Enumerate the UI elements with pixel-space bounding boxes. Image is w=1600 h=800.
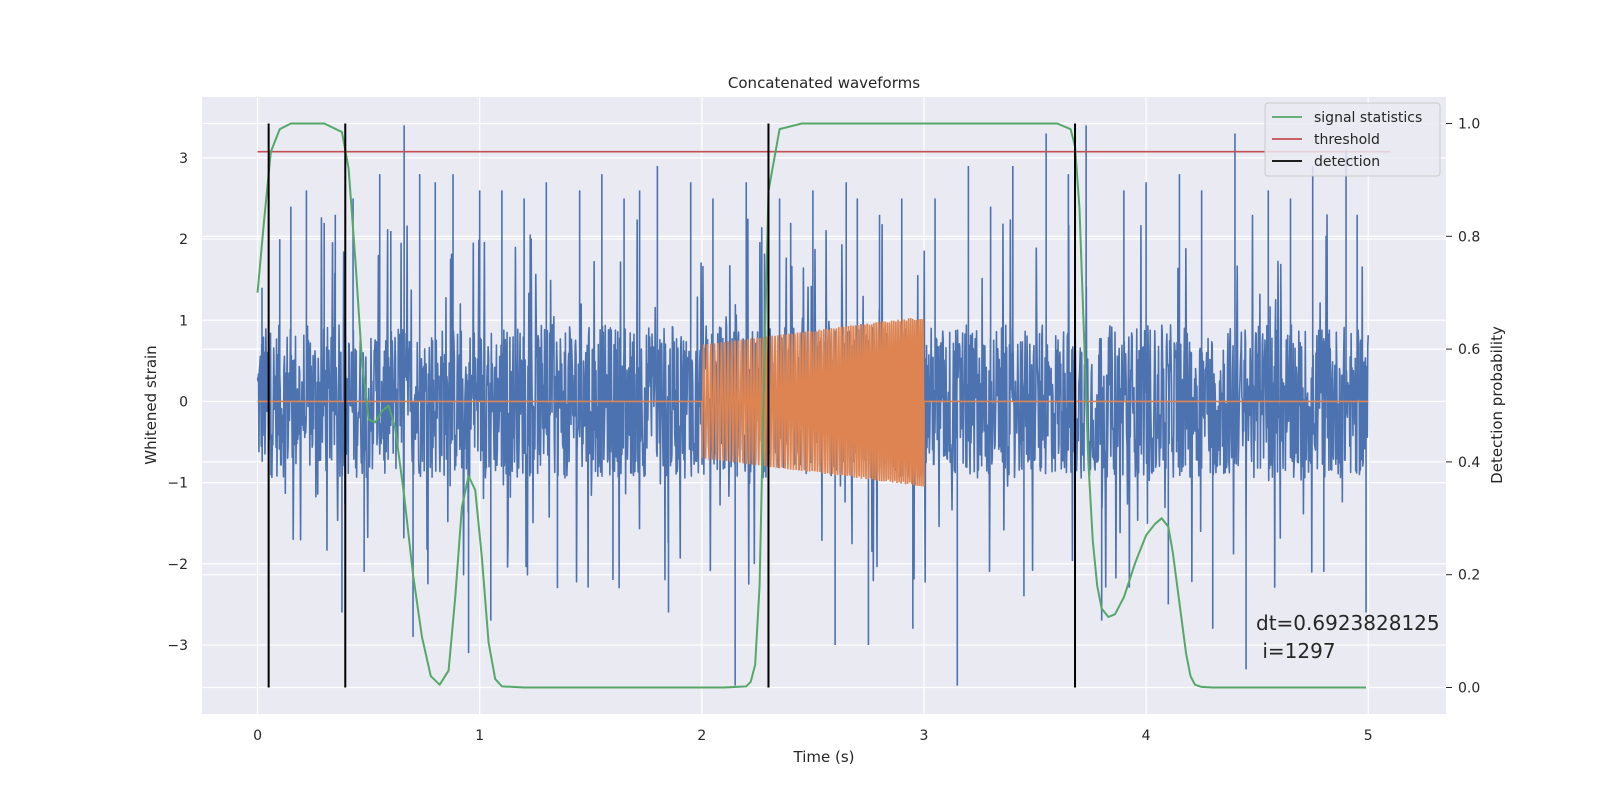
chart-title: Concatenated waveforms <box>728 74 920 92</box>
injected-waveform-line <box>257 318 1369 487</box>
legend: signal statistics threshold detection <box>1264 102 1441 177</box>
y-axis-label: Whitened strain <box>142 345 160 464</box>
y-right-tick-label: 1.0 <box>1458 117 1480 133</box>
y-right-axis-label: Detection probability <box>1488 326 1506 484</box>
x-tick-label: 5 <box>1364 728 1373 744</box>
y-right-tick-label: 0.0 <box>1458 680 1480 696</box>
y-right-tick-label: 0.8 <box>1458 229 1480 245</box>
x-tick-label: 1 <box>475 728 484 744</box>
annotation-index: i=1297 <box>1256 639 1336 663</box>
legend-label-threshold: threshold <box>1314 132 1380 148</box>
y-tick-label: 3 <box>179 151 188 167</box>
y-right-tick-label: 0.2 <box>1458 568 1480 584</box>
legend-label-detection: detection <box>1314 154 1380 170</box>
signal-statistics-line <box>256 122 1367 689</box>
y-tick-label: −1 <box>167 476 188 492</box>
legend-label-signal-statistics: signal statistics <box>1314 110 1422 126</box>
annotation-dt: dt=0.6923828125 <box>1256 611 1440 635</box>
y-tick-label: −2 <box>167 557 188 573</box>
y-tick-label: 2 <box>179 232 188 248</box>
y-tick-label: −3 <box>167 638 188 654</box>
y-right-tick-label: 0.6 <box>1458 342 1480 358</box>
y-tick-label: 0 <box>179 394 188 410</box>
x-tick-label: 3 <box>920 728 929 744</box>
x-tick-label: 4 <box>1142 728 1151 744</box>
y-tick-label: 1 <box>179 313 188 329</box>
series-layer <box>256 122 1391 689</box>
y-right-tick-label: 0.4 <box>1458 455 1480 471</box>
tick-labels: 0 1 2 3 4 5 3 2 1 0 −1 −2 −3 1.0 0.8 0.6 0.4 0.2 0.0 <box>167 117 1480 744</box>
x-axis-label: Time (s) <box>793 748 855 766</box>
x-tick-label: 0 <box>253 728 262 744</box>
x-tick-label: 2 <box>697 728 706 744</box>
legend-box <box>1264 102 1441 177</box>
detection-lines <box>267 123 1077 688</box>
